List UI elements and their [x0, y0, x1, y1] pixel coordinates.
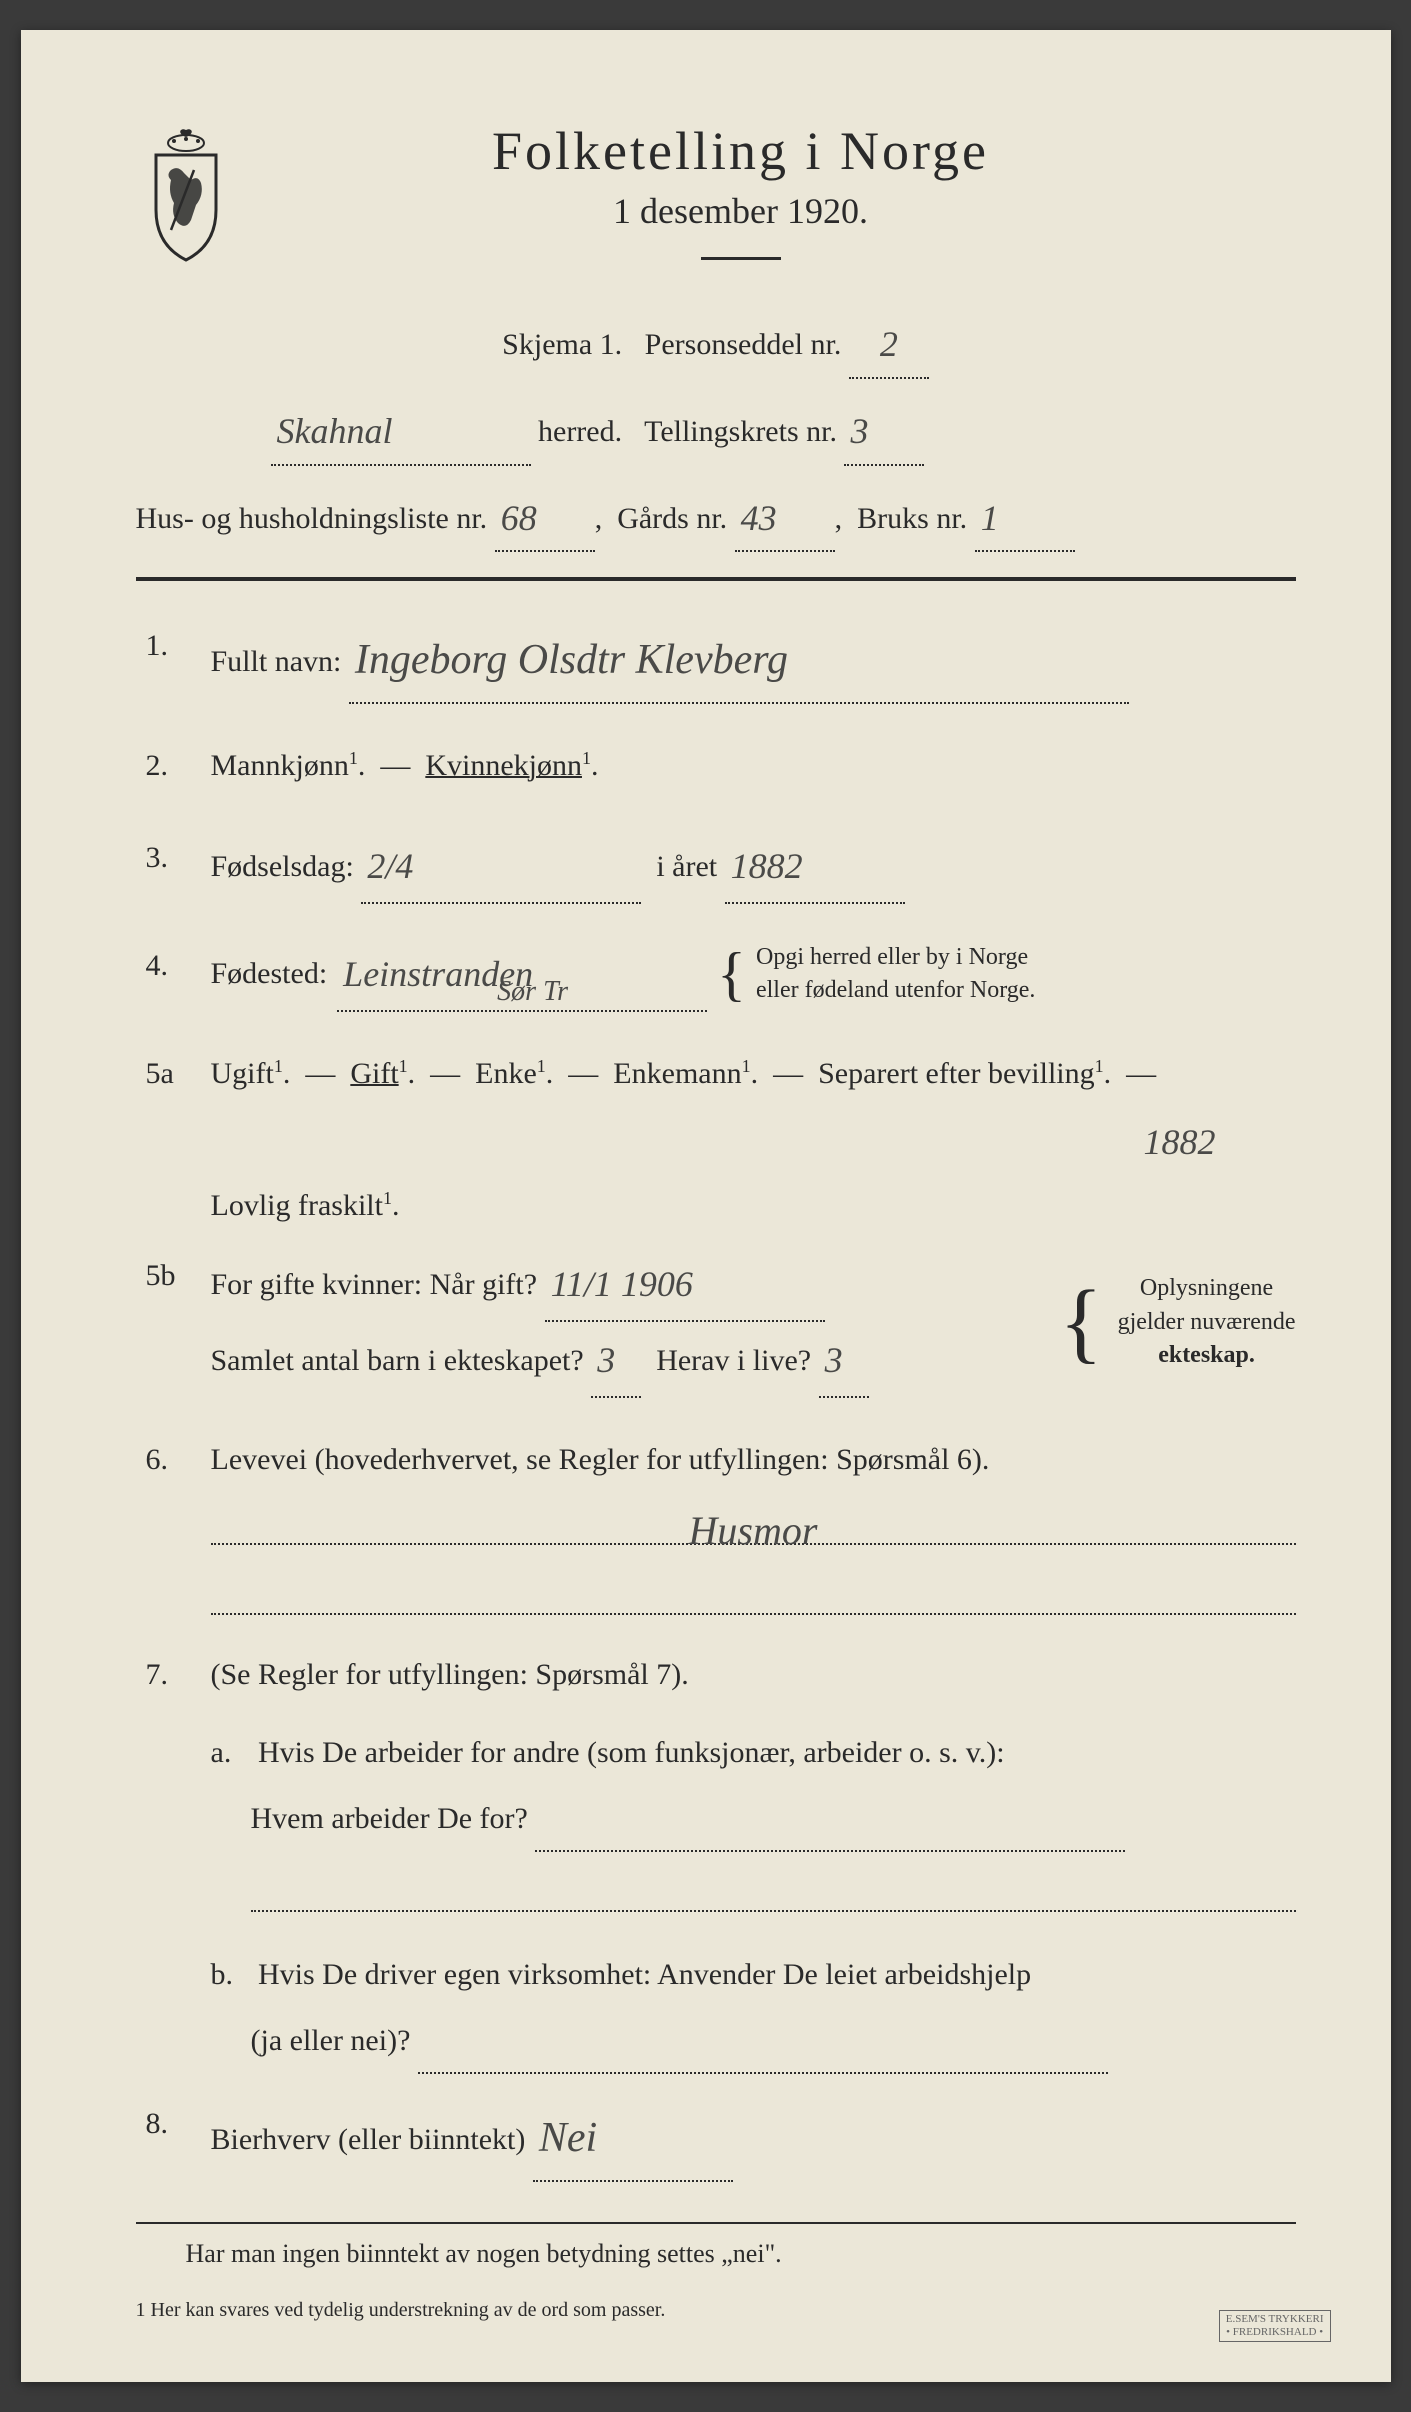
q8-number: 8. [136, 2094, 186, 2182]
q5a-margin-year: 1882 [1144, 1122, 1216, 1162]
printer-stamp: E.SEM'S TRYKKERI • FREDRIKSHALD • [1219, 2310, 1331, 2342]
q4-note: Opgi herred eller by i Norge eller fødel… [756, 941, 1035, 1008]
question-8: 8. Bierhverv (eller biinntekt) Nei [136, 2094, 1296, 2182]
q6-label: Levevei (hovederhvervet, se Regler for u… [211, 1443, 990, 1476]
q5b-line2-label: Samlet antal barn i ekteskapet? [211, 1344, 584, 1377]
gards-value: 43 [741, 498, 777, 538]
q1-label: Fullt navn: [211, 645, 342, 678]
personseddel-label: Personseddel nr. [645, 328, 842, 361]
brace-icon: { [717, 959, 746, 989]
q5b-number: 5b [136, 1246, 186, 1398]
meta-row-2: Skahnal herred. Tellingskrets nr. 3 [136, 397, 1296, 466]
footnote-rule [136, 2222, 1296, 2224]
brace-icon: { [1059, 1300, 1102, 1345]
question-7b: b. Hvis De driver egen virksomhet: Anven… [136, 1942, 1296, 2074]
q3-year-value: 1882 [731, 846, 803, 886]
q7a-line2: Hvem arbeider De for? [211, 1802, 528, 1835]
q6-blank-line [211, 1575, 1296, 1615]
tellingskrets-value: 3 [850, 411, 868, 451]
q5a-number: 5a [136, 1044, 186, 1236]
q7b-letter: b. [211, 1942, 251, 2008]
question-6: 6. Levevei (hovederhvervet, se Regler fo… [136, 1430, 1296, 1490]
q5b-line2-value2: 3 [825, 1340, 843, 1380]
header-rule [136, 577, 1296, 581]
q7a-line1: Hvis De arbeider for andre (som funksjon… [258, 1736, 1005, 1769]
personseddel-value: 2 [880, 324, 898, 364]
title-divider [701, 257, 781, 260]
header: Folketelling i Norge 1 desember 1920. [136, 120, 1296, 290]
footnote-text: Har man ingen biinntekt av nogen betydni… [136, 2239, 1296, 2269]
question-5b: 5b For gifte kvinner: Når gift? 11/1 190… [136, 1246, 1296, 1398]
q7a-letter: a. [211, 1720, 251, 1786]
q7a-blank-line [251, 1872, 1296, 1912]
q7b-line2: (ja eller nei)? [211, 2024, 411, 2057]
q6-answer-line: Husmor [211, 1505, 1296, 1545]
q8-label: Bierhverv (eller biinntekt) [211, 2123, 526, 2156]
herred-value: Skahnal [277, 411, 393, 451]
question-3: 3. Fødselsdag: 2/4 i året 1882 [136, 828, 1296, 904]
tellingskrets-label: Tellingskrets nr. [644, 415, 837, 448]
q8-value: Nei [539, 2115, 597, 2161]
q3-number: 3. [136, 828, 186, 904]
q2-number: 2. [136, 736, 186, 796]
q5b-line2-value: 3 [597, 1340, 615, 1380]
document-title: Folketelling i Norge [186, 120, 1296, 182]
question-4: 4. Fødested: Leinstranden Sør Tr { Opgi … [136, 936, 1296, 1012]
husliste-value: 68 [501, 498, 537, 538]
q3-label: Fødselsdag: [211, 850, 354, 883]
q5a-ugift: Ugift [211, 1057, 274, 1090]
q5b-note: Oplysningene gjelder nuværende ekteskap. [1118, 1272, 1296, 1373]
bruks-label: Bruks nr. [857, 502, 967, 535]
document-date: 1 desember 1920. [186, 190, 1296, 232]
q5a-enkemann: Enkemann [613, 1057, 741, 1090]
gards-label: Gårds nr. [617, 502, 727, 535]
q1-number: 1. [136, 616, 186, 704]
q3-day-value: 2/4 [367, 846, 413, 886]
question-1: 1. Fullt navn: Ingeborg Olsdtr Klevberg [136, 616, 1296, 704]
q5b-line1-label: For gifte kvinner: Når gift? [211, 1268, 538, 1301]
q5a-fraskilt: Lovlig fraskilt [211, 1189, 383, 1222]
q5b-line2-label2: Herav i live? [656, 1344, 811, 1377]
census-form-page: Folketelling i Norge 1 desember 1920. Sk… [21, 30, 1391, 2382]
q4-label: Fødested: [211, 944, 328, 1004]
title-block: Folketelling i Norge 1 desember 1920. [186, 120, 1296, 290]
skjema-label: Skjema 1. [502, 328, 622, 361]
q7b-line1: Hvis De driver egen virksomhet: Anvender… [258, 1958, 1031, 1991]
q4-number: 4. [136, 936, 186, 1012]
q6-value: Husmor [689, 1508, 818, 1553]
q3-year-label: i året [656, 850, 717, 883]
q5b-line1-value: 11/1 1906 [551, 1264, 693, 1304]
bruks-value: 1 [981, 498, 999, 538]
footnote-tiny: 1 Her kan svares ved tydelig understrekn… [136, 2299, 1296, 2322]
q6-number: 6. [136, 1430, 186, 1490]
q5a-separert: Separert efter bevilling [818, 1057, 1095, 1090]
herred-label: herred. [538, 415, 622, 448]
question-7: 7. (Se Regler for utfyllingen: Spørsmål … [136, 1645, 1296, 1705]
q7-number: 7. [136, 1645, 186, 1705]
q2-mann: Mannkjønn [211, 749, 349, 782]
q5a-gift: Gift [350, 1057, 398, 1090]
q7-label: (Se Regler for utfyllingen: Spørsmål 7). [211, 1658, 689, 1691]
q1-value: Ingeborg Olsdtr Klevberg [355, 637, 788, 683]
meta-row-1: Skjema 1. Personseddel nr. 2 [136, 310, 1296, 379]
question-7a: a. Hvis De arbeider for andre (som funks… [136, 1720, 1296, 1852]
husliste-label: Hus- og husholdningsliste nr. [136, 502, 488, 535]
meta-row-3: Hus- og husholdningsliste nr. 68, Gårds … [136, 484, 1296, 553]
question-2: 2. Mannkjønn1. — Kvinnekjønn1. [136, 736, 1296, 796]
question-5a: 5a Ugift1. — Gift1. — Enke1. — Enkemann1… [136, 1044, 1296, 1236]
q5a-enke: Enke [475, 1057, 537, 1090]
q4-value2: Sør Tr [497, 964, 568, 1020]
q2-kvinne: Kvinnekjønn [425, 749, 582, 782]
